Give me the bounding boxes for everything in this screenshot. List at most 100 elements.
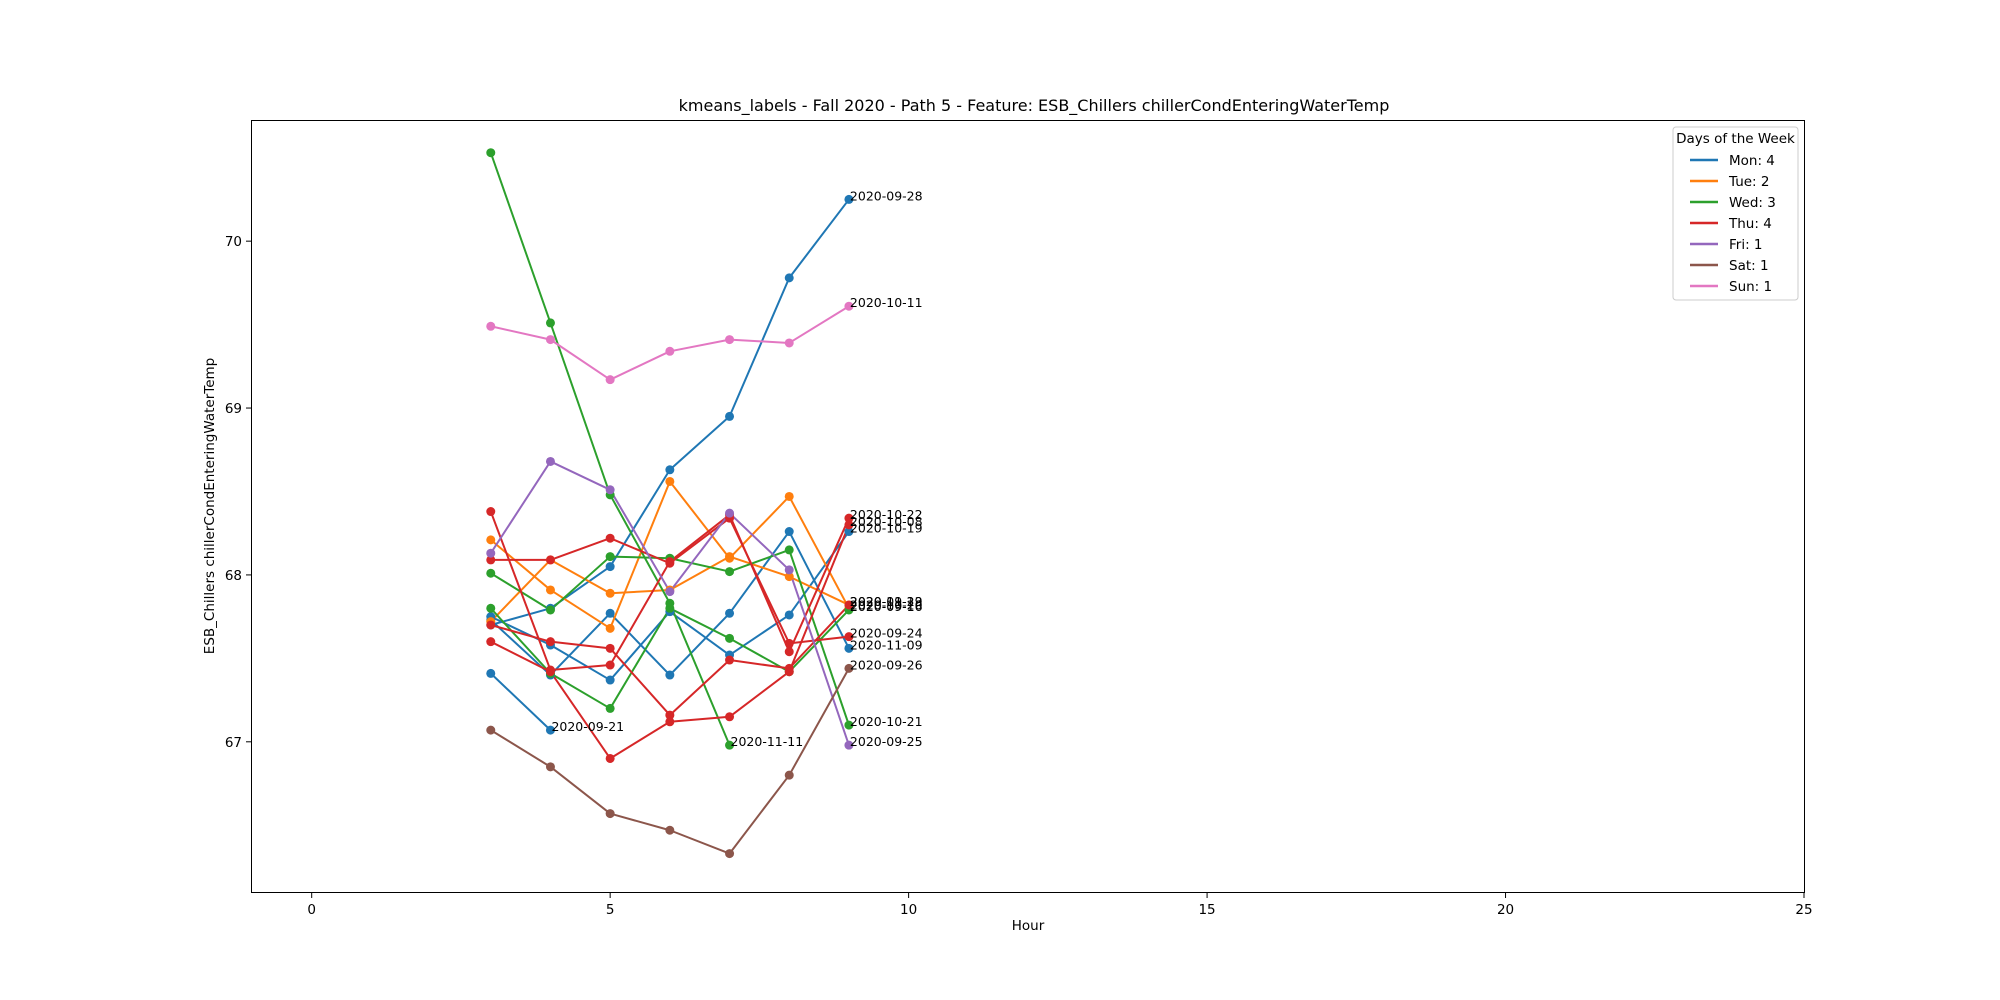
data-point <box>784 638 794 648</box>
x-tick-label: 10 <box>900 902 917 918</box>
data-point <box>605 660 615 670</box>
data-point <box>605 675 615 685</box>
data-label: 2020-09-24 <box>850 626 923 641</box>
data-label: 2020-11-11 <box>731 734 804 749</box>
data-point <box>545 725 555 735</box>
x-tick-label: 15 <box>1198 902 1215 918</box>
data-point <box>486 603 496 613</box>
data-label: 2020-10-20 <box>850 597 923 612</box>
data-label: 2020-09-21 <box>551 719 624 734</box>
data-point <box>545 637 555 647</box>
data-label: 2020-09-25 <box>850 734 923 749</box>
data-point <box>784 667 794 677</box>
data-point <box>725 552 735 562</box>
data-point <box>486 620 496 630</box>
data-point <box>665 558 675 568</box>
data-point <box>844 632 854 642</box>
data-point <box>665 670 675 680</box>
legend-entry-label: Wed: 3 <box>1729 195 1776 211</box>
data-point <box>545 318 555 328</box>
data-point <box>605 703 615 713</box>
y-tick-label: 69 <box>225 401 242 417</box>
x-tick-label: 5 <box>606 902 615 918</box>
data-point <box>725 740 735 750</box>
data-point <box>725 335 735 345</box>
data-point <box>545 605 555 615</box>
y-axis-label: ESB_Chillers chillerCondEnteringWaterTem… <box>202 358 218 654</box>
data-point <box>486 637 496 647</box>
data-point <box>725 567 735 577</box>
data-point <box>605 643 615 653</box>
chart-title: kmeans_labels - Fall 2020 - Path 5 - Fea… <box>679 96 1390 116</box>
data-point <box>605 623 615 633</box>
legend-entry-label: Tue: 2 <box>1728 174 1770 190</box>
x-axis-label: Hour <box>1012 918 1045 934</box>
data-point <box>486 321 496 331</box>
data-point <box>605 562 615 572</box>
data-label: 2020-10-08 <box>850 514 923 529</box>
data-point <box>725 508 735 518</box>
data-point <box>725 411 735 421</box>
data-point <box>605 608 615 618</box>
data-point <box>665 825 675 835</box>
data-point <box>486 548 496 558</box>
y-tick-label: 68 <box>225 568 242 584</box>
data-point <box>844 527 854 537</box>
data-point <box>844 663 854 673</box>
data-label: 2020-10-21 <box>850 714 923 729</box>
data-point <box>486 568 496 578</box>
data-label: 2020-11-09 <box>850 637 923 652</box>
data-point <box>545 762 555 772</box>
data-point <box>545 456 555 466</box>
data-label: 2020-11-19 <box>850 594 923 609</box>
data-point <box>605 552 615 562</box>
data-point <box>545 667 555 677</box>
data-point <box>844 720 854 730</box>
data-label: 2020-09-16 <box>850 599 923 614</box>
data-point <box>725 849 735 859</box>
data-point <box>665 587 675 597</box>
data-point <box>545 585 555 595</box>
data-point <box>665 346 675 356</box>
data-point <box>844 643 854 653</box>
data-point <box>784 338 794 348</box>
x-tick-label: 20 <box>1497 902 1514 918</box>
series-line-mon-3 <box>490 672 552 731</box>
data-point <box>486 507 496 517</box>
data-point <box>725 608 735 618</box>
data-point <box>844 520 854 530</box>
data-point <box>486 668 496 678</box>
data-point <box>605 809 615 819</box>
legend: Days of the Week Mon: 4 Tue: 2 Wed: 3 Thu: 4… <box>1672 126 1799 301</box>
data-point <box>605 485 615 495</box>
plot-annotations: 2020-09-28 2020-10-19 2020-11-09 2020-09-21… <box>551 188 922 749</box>
data-point <box>486 535 496 545</box>
data-point <box>605 375 615 385</box>
data-point <box>844 740 854 750</box>
data-point <box>725 712 735 722</box>
data-point <box>784 491 794 501</box>
data-label: 2020-10-19 <box>850 521 923 536</box>
data-point <box>545 555 555 565</box>
data-label: 2020-09-23 <box>850 594 923 609</box>
data-label: 2020-10-11 <box>850 295 923 310</box>
x-tick-label: 25 <box>1795 902 1812 918</box>
y-tick-label: 70 <box>225 234 242 250</box>
data-point <box>784 527 794 537</box>
data-point <box>486 148 496 158</box>
data-point <box>665 465 675 475</box>
data-point <box>605 753 615 763</box>
data-point <box>784 273 794 283</box>
legend-entry-label: Thu: 4 <box>1728 216 1772 232</box>
x-axis-ticks: 0 5 10 15 20 25 <box>307 892 1813 918</box>
legend-frame <box>1672 126 1799 301</box>
plot-area-frame <box>251 120 1805 893</box>
data-point <box>784 770 794 780</box>
data-point <box>665 603 675 613</box>
data-point <box>844 513 854 523</box>
data-point <box>725 655 735 665</box>
legend-entry-label: Mon: 4 <box>1729 153 1775 169</box>
data-point <box>486 725 496 735</box>
data-label: 2020-09-26 <box>850 657 923 672</box>
